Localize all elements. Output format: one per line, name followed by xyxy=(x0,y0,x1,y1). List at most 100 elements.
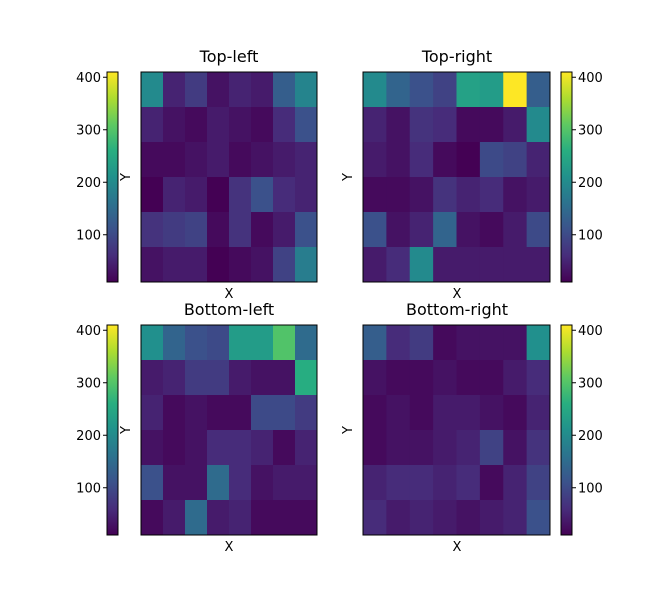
heatmap-cell xyxy=(386,177,411,213)
heatmap-cell xyxy=(141,107,164,143)
heatmap-cell xyxy=(295,247,318,283)
heatmap-cell xyxy=(363,142,387,178)
colorbar-tick-label: 200 xyxy=(578,176,603,191)
heatmap-cell xyxy=(185,72,208,108)
heatmap-cell xyxy=(163,465,186,501)
heatmap-cell xyxy=(251,500,274,536)
heatmap-cell xyxy=(163,500,186,536)
heatmap-cell xyxy=(251,107,274,143)
heatmap-cell xyxy=(479,395,504,431)
colorbar-gradient xyxy=(106,71,119,283)
heatmap-cell xyxy=(526,177,551,213)
heatmap-cell xyxy=(251,247,274,283)
colorbar: 100 200 300 400 xyxy=(560,324,603,536)
heatmap-cell xyxy=(141,360,164,396)
heatmap-cell xyxy=(141,72,164,108)
heatmap-cell xyxy=(503,212,528,248)
colorbar: 100 200 300 400 xyxy=(76,324,119,536)
plot-frame xyxy=(140,71,318,283)
colorbar-tick-label: 200 xyxy=(578,429,603,444)
heatmap-cell xyxy=(363,212,387,248)
heatmap-cell xyxy=(141,325,164,361)
heatmap-cell xyxy=(251,72,274,108)
colorbar-tick-label: 400 xyxy=(578,324,603,339)
heatmap-cell xyxy=(363,430,387,466)
heatmap-cell xyxy=(479,107,504,143)
heatmap-cell xyxy=(207,107,230,143)
heatmap-cell xyxy=(141,395,164,431)
heatmap-cell xyxy=(456,325,481,361)
heatmap-cell xyxy=(251,142,274,178)
heatmap-cell xyxy=(229,247,252,283)
heatmap-cell xyxy=(295,142,318,178)
heatmap-cell xyxy=(456,177,481,213)
heatmap-cell xyxy=(409,360,434,396)
heatmap-cell xyxy=(229,325,252,361)
heatmap-cell xyxy=(273,247,296,283)
colorbar-tick-label: 100 xyxy=(578,228,603,243)
heatmap-cell xyxy=(479,325,504,361)
heatmap-cell xyxy=(229,142,252,178)
colorbar-tick-label: 300 xyxy=(76,376,101,391)
heatmap-cell xyxy=(273,430,296,466)
heatmap-cell xyxy=(479,72,504,108)
heatmap-cell xyxy=(409,395,434,431)
heatmap-cell xyxy=(386,212,411,248)
heatmap-cell xyxy=(456,500,481,536)
heatmap-cell xyxy=(207,430,230,466)
heatmap-cell xyxy=(433,325,457,361)
heatmap-cell xyxy=(409,465,434,501)
heatmap-cell xyxy=(479,177,504,213)
heatmap-cell xyxy=(251,395,274,431)
heatmap-cell xyxy=(207,465,230,501)
heatmap-cell xyxy=(363,107,387,143)
heatmap-cell xyxy=(456,465,481,501)
colorbar-tick-label: 200 xyxy=(76,176,101,191)
colorbar-tick-label: 400 xyxy=(578,71,603,86)
heatmap-cell xyxy=(229,395,252,431)
heatmap-cell xyxy=(433,72,457,108)
heatmap-cell xyxy=(409,430,434,466)
heatmap-cell xyxy=(526,500,551,536)
heatmap-cell xyxy=(185,107,208,143)
heatmap-cell xyxy=(409,142,434,178)
heatmap-cell xyxy=(503,72,528,108)
colorbar-ticks: 100 200 300 400 xyxy=(76,324,107,496)
heatmap-cell xyxy=(386,72,411,108)
heatmap-cell xyxy=(386,465,411,501)
x-axis-label: X xyxy=(453,540,462,555)
panel-bottom-left: Bottom-left X Y 100 200 300 400 xyxy=(76,300,318,555)
panel-title: Top-right xyxy=(421,47,492,66)
heatmap-cell xyxy=(207,177,230,213)
heatmap-cell xyxy=(409,72,434,108)
heatmap-cell xyxy=(433,500,457,536)
panel-bottom-right: Bottom-right X Y 100 200 300 400 xyxy=(341,300,603,555)
heatmap-cell xyxy=(185,500,208,536)
heatmap-cell xyxy=(433,177,457,213)
heatmap-cell xyxy=(251,465,274,501)
colorbar-tick-label: 100 xyxy=(76,228,101,243)
heatmap-cell xyxy=(295,325,318,361)
heatmap-cell xyxy=(526,360,551,396)
heatmap-cell xyxy=(185,360,208,396)
heatmap-cell xyxy=(386,395,411,431)
heatmap-cell xyxy=(207,500,230,536)
heatmap-cells xyxy=(363,325,551,536)
heatmap-cell xyxy=(185,465,208,501)
heatmap-cell xyxy=(163,107,186,143)
colorbar-tick-label: 300 xyxy=(578,123,603,138)
heatmap-cell xyxy=(409,500,434,536)
y-axis-label: Y xyxy=(341,426,356,435)
heatmap-cell xyxy=(141,212,164,248)
heatmap-cell xyxy=(433,395,457,431)
heatmap-cells xyxy=(141,325,318,536)
colorbar-ticks: 100 200 300 400 xyxy=(572,71,603,243)
colorbar-tick-label: 400 xyxy=(76,324,101,339)
heatmap-cell xyxy=(207,212,230,248)
heatmap-cell xyxy=(433,107,457,143)
heatmap-cell xyxy=(363,500,387,536)
heatmap-cell xyxy=(526,72,551,108)
heatmap-cell xyxy=(251,360,274,396)
heatmap-cell xyxy=(185,430,208,466)
heatmap-cell xyxy=(163,72,186,108)
